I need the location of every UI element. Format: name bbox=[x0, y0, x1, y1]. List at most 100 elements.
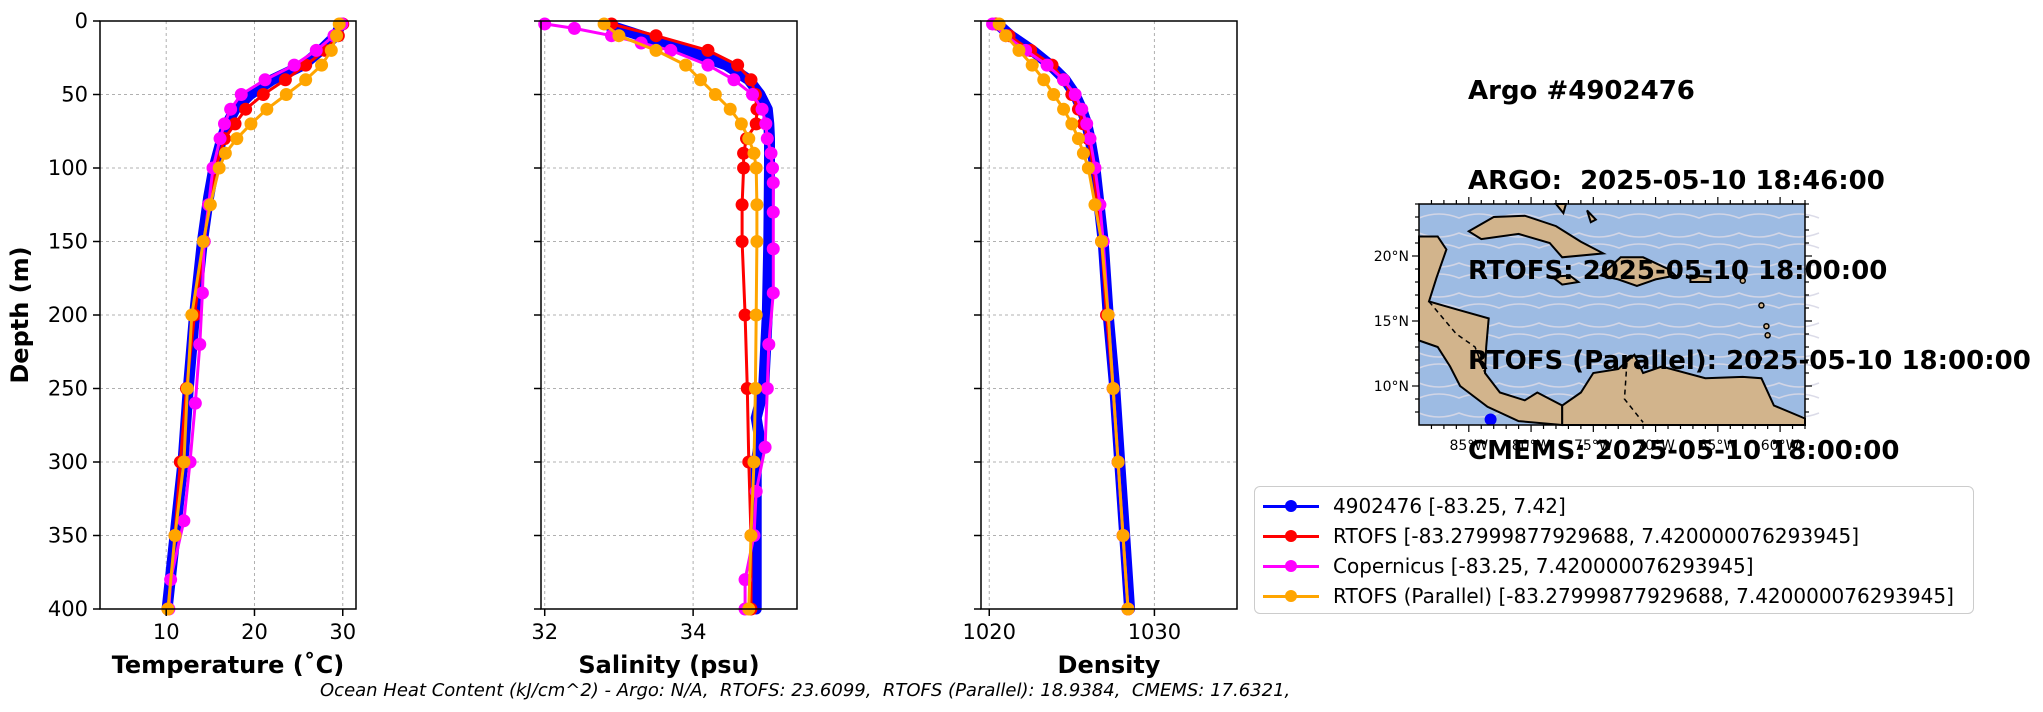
legend-item-copernicus: Copernicus [-83.25, 7.420000076293945] bbox=[1263, 551, 1965, 581]
legend-swatch-copernicus bbox=[1263, 556, 1319, 576]
map-land-hispaniola bbox=[1598, 256, 1678, 287]
map-land-south-america bbox=[1561, 353, 1806, 426]
series-point-4 bbox=[999, 29, 1013, 43]
series-point-2 bbox=[299, 58, 313, 72]
series-point-3 bbox=[762, 337, 776, 351]
series-point-4 bbox=[230, 132, 244, 146]
series-point-2 bbox=[701, 43, 715, 57]
series-point-3 bbox=[766, 242, 780, 256]
title-line-argo-time: ARGO: 2025-05-10 18:46:00 bbox=[1468, 166, 1885, 196]
legend-swatch-rtofs bbox=[1263, 526, 1319, 546]
x-tick-label: 1020 bbox=[963, 620, 1016, 644]
streamline bbox=[1418, 352, 1820, 358]
title-line-argo-id: Argo #4902476 bbox=[1468, 76, 1695, 106]
map-lon-label: 80°W bbox=[1512, 438, 1551, 454]
series-point-2 bbox=[731, 58, 745, 72]
series-point-4 bbox=[330, 29, 344, 43]
map-land-puerto-rico bbox=[1689, 274, 1712, 283]
series-point-4 bbox=[747, 455, 761, 469]
y-tick-label: 200 bbox=[48, 303, 88, 327]
series-point-4 bbox=[679, 58, 693, 72]
series-point-4 bbox=[1071, 132, 1085, 146]
series-point-4 bbox=[1081, 161, 1095, 175]
series-point-3 bbox=[567, 21, 581, 35]
series-point-4 bbox=[1047, 88, 1061, 101]
series-point-4 bbox=[1088, 198, 1102, 212]
legend-item-rtofs: RTOFS [-83.27999877929688, 7.42000007629… bbox=[1263, 521, 1965, 551]
series-point-2 bbox=[737, 161, 751, 175]
series-point-2 bbox=[228, 117, 242, 131]
title-line-rtofs-time: RTOFS: 2025-05-10 18:00:00 bbox=[1468, 256, 1888, 286]
series-point-4 bbox=[180, 382, 194, 395]
series-point-4 bbox=[1012, 43, 1026, 57]
map-island bbox=[1763, 322, 1770, 330]
series-point-3 bbox=[188, 396, 202, 410]
map-island bbox=[1755, 355, 1763, 362]
figure-title: Argo #4902476 ARGO: 2025-05-10 18:46:00 … bbox=[1468, 16, 2031, 496]
series-point-4 bbox=[694, 73, 708, 87]
ocean-heat-content-note: Ocean Heat Content (kJ/cm^2) - Argo: N/A… bbox=[320, 680, 1291, 701]
series-point-3 bbox=[1057, 73, 1071, 87]
series-point-4 bbox=[723, 102, 737, 116]
series-point-4 bbox=[1095, 235, 1109, 248]
legend-label-rtofs: RTOFS [-83.27999877929688, 7.42000007629… bbox=[1333, 524, 1860, 548]
series-point-3 bbox=[177, 514, 191, 528]
map-lat-label: 15°N bbox=[1374, 314, 1409, 330]
series-point-3 bbox=[258, 73, 272, 87]
legend: 4902476 [-83.25, 7.42] RTOFS [-83.279998… bbox=[1254, 486, 1974, 614]
map-island bbox=[1758, 302, 1765, 309]
series-point-3 bbox=[745, 88, 759, 101]
title-line-cmems-time: CMEMS: 2025-05-10 18:00:00 bbox=[1468, 436, 1900, 466]
y-tick-label: 350 bbox=[48, 524, 88, 548]
series-point-4 bbox=[1101, 308, 1115, 322]
series-point-3 bbox=[217, 117, 231, 131]
series-point-4 bbox=[748, 382, 762, 395]
series-point-4 bbox=[196, 235, 210, 248]
series-point-2 bbox=[256, 88, 270, 101]
map-frame bbox=[1418, 203, 1806, 426]
map-lon-label: 85°W bbox=[1449, 438, 1488, 454]
series-point-4 bbox=[1065, 117, 1079, 131]
map-argo-float-marker bbox=[1484, 413, 1497, 426]
series-point-4 bbox=[244, 117, 258, 131]
series-point-3 bbox=[1080, 117, 1094, 131]
series-point-3 bbox=[727, 73, 741, 87]
series-point-3 bbox=[287, 58, 301, 72]
x-axis-label: Temperature (˚C) bbox=[112, 651, 345, 679]
title-line-rtofs-parallel-time: RTOFS (Parallel): 2025-05-10 18:00:00 bbox=[1468, 346, 2031, 376]
series-point-3 bbox=[766, 176, 780, 190]
profile-panel-2: 32 34 Salinity (psu) bbox=[531, 17, 798, 679]
series-point-4 bbox=[212, 161, 226, 175]
series-point-4 bbox=[742, 132, 756, 146]
series-point-4 bbox=[218, 146, 232, 160]
series-point-3 bbox=[538, 17, 552, 31]
series-point-3 bbox=[195, 286, 209, 300]
map-land-bahamas-2 bbox=[1586, 209, 1598, 224]
series-point-3 bbox=[758, 440, 772, 454]
series-point-4 bbox=[168, 529, 182, 542]
series-point-4 bbox=[612, 29, 626, 43]
streamline bbox=[1418, 292, 1820, 298]
map-lat-label: 20°N bbox=[1374, 249, 1409, 265]
series-point-4 bbox=[185, 308, 199, 322]
legend-item-rtofs-parallel: RTOFS (Parallel) [-83.27999877929688, 7.… bbox=[1263, 581, 1965, 611]
series-point-3 bbox=[309, 43, 323, 57]
series-point-3 bbox=[224, 102, 238, 116]
profile-panel-1: 0 50 100 150 200 250 300 350 400 10 20 30 Temperatur… bbox=[6, 9, 357, 679]
series-point-2 bbox=[744, 73, 758, 87]
legend-label-copernicus: Copernicus [-83.25, 7.420000076293945] bbox=[1333, 554, 1754, 578]
series-point-4 bbox=[1025, 58, 1039, 72]
map-island bbox=[1739, 277, 1746, 284]
series-point-2 bbox=[649, 29, 663, 43]
series-point-2 bbox=[735, 198, 749, 212]
series-point-4 bbox=[332, 17, 346, 31]
map-island bbox=[1764, 332, 1771, 339]
series-point-3 bbox=[766, 205, 780, 219]
series-point-4 bbox=[992, 17, 1006, 31]
series-point-4 bbox=[1111, 455, 1125, 469]
map-land-cuba bbox=[1466, 214, 1607, 259]
y-tick-label: 0 bbox=[75, 9, 88, 33]
map-lon-label: 70°W bbox=[1636, 438, 1675, 454]
x-tick-label: 10 bbox=[153, 620, 180, 644]
series-point-4 bbox=[177, 455, 191, 469]
